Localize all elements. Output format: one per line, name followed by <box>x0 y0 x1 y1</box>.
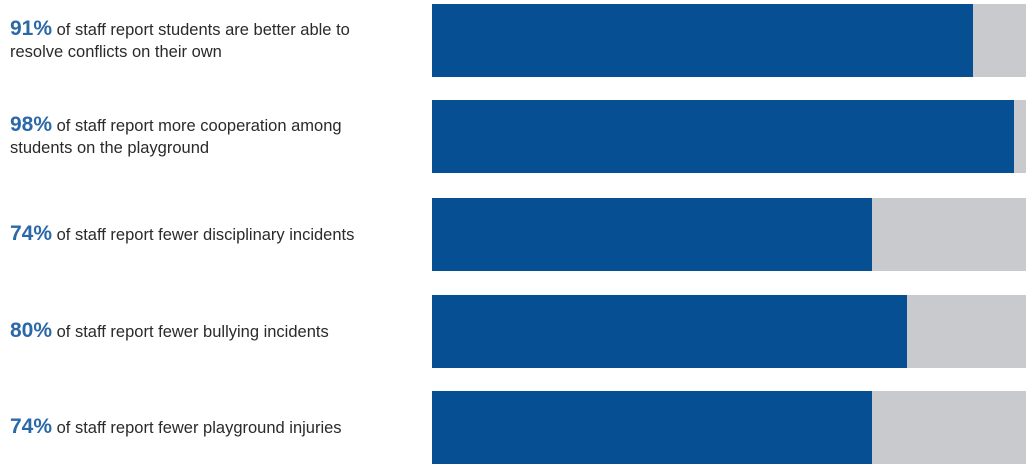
description-text: of staff report fewer bullying incidents <box>56 323 329 341</box>
bar-row: 91% of staff report students are better … <box>0 4 1026 77</box>
bar-track <box>432 295 1026 368</box>
description-text: of staff report students are better able… <box>10 21 350 61</box>
bar-row: 98% of staff report more cooperation amo… <box>0 100 1026 173</box>
bar-track <box>432 4 1026 77</box>
bar-row: 74% of staff report fewer disciplinary i… <box>0 198 1026 271</box>
bar-fill <box>432 295 908 368</box>
bar-track <box>432 391 1026 464</box>
row-label-text: 91% of staff report students are better … <box>10 18 405 63</box>
percent-label: 74% <box>10 415 53 438</box>
percent-label: 91% <box>10 17 53 40</box>
row-label: 74% of staff report fewer disciplinary i… <box>10 198 405 271</box>
bar-fill <box>432 100 1015 173</box>
bar-row: 80% of staff report fewer bullying incid… <box>0 295 1026 368</box>
row-label: 91% of staff report students are better … <box>10 4 405 77</box>
bar-fill <box>432 391 872 464</box>
bar-track <box>432 100 1026 173</box>
bar-track <box>432 198 1026 271</box>
row-label-text: 74% of staff report fewer playground inj… <box>10 416 342 439</box>
description-text: of staff report more cooperation among s… <box>10 117 342 157</box>
row-label-text: 80% of staff report fewer bullying incid… <box>10 320 329 343</box>
description-text: of staff report fewer playground injurie… <box>56 419 342 437</box>
percent-label: 98% <box>10 113 53 136</box>
row-label: 80% of staff report fewer bullying incid… <box>10 295 370 368</box>
row-label: 98% of staff report more cooperation amo… <box>10 100 405 173</box>
description-text: of staff report fewer disciplinary incid… <box>56 226 355 244</box>
row-label-text: 74% of staff report fewer disciplinary i… <box>10 223 354 246</box>
bar-fill <box>432 198 872 271</box>
row-label: 74% of staff report fewer playground inj… <box>10 391 405 464</box>
percent-label: 74% <box>10 222 53 245</box>
percent-label: 80% <box>10 319 53 342</box>
row-label-text: 98% of staff report more cooperation amo… <box>10 114 405 159</box>
bar-fill <box>432 4 973 77</box>
bar-row: 74% of staff report fewer playground inj… <box>0 391 1026 464</box>
